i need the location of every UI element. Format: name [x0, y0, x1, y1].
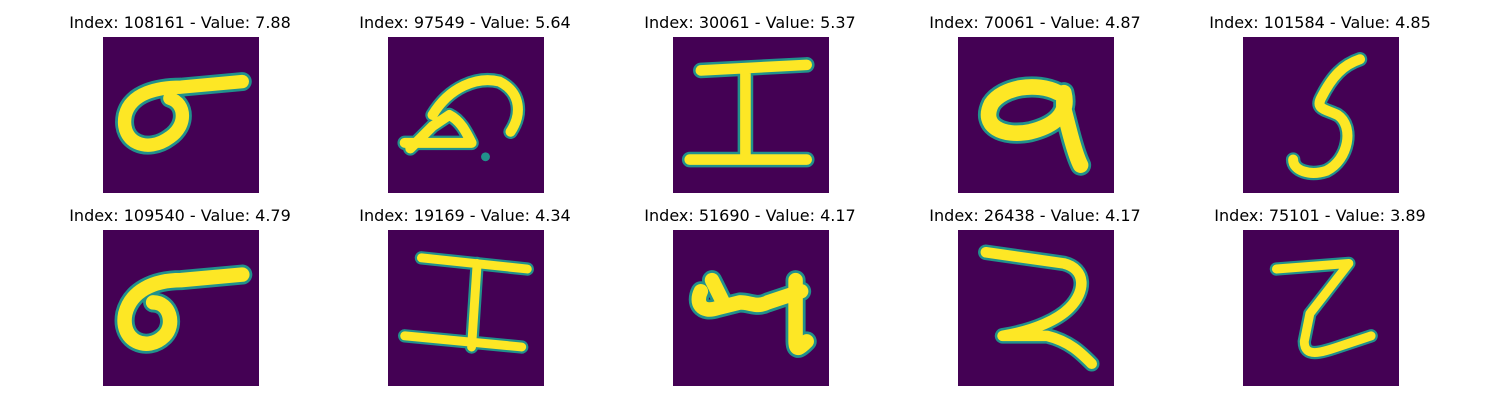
- panel-title: Index: 26438 - Value: 4.17: [895, 206, 1175, 226]
- digit-image: [388, 230, 544, 386]
- panel-title: Index: 30061 - Value: 5.37: [610, 13, 890, 33]
- digit-image: [958, 37, 1114, 193]
- digit-image: [103, 37, 259, 193]
- panel-title: Index: 109540 - Value: 4.79: [40, 206, 320, 226]
- panel-title: Index: 75101 - Value: 3.89: [1180, 206, 1460, 226]
- digit-image: [1243, 230, 1399, 386]
- digit-image: [103, 230, 259, 386]
- panel-title: Index: 97549 - Value: 5.64: [325, 13, 605, 33]
- digit-image: [388, 37, 544, 193]
- panel-title: Index: 51690 - Value: 4.17: [610, 206, 890, 226]
- digit-image: [1243, 37, 1399, 193]
- panel-title: Index: 19169 - Value: 4.34: [325, 206, 605, 226]
- digit-image: [673, 37, 829, 193]
- panel-title: Index: 101584 - Value: 4.85: [1180, 13, 1460, 33]
- digit-image: [673, 230, 829, 386]
- digit-image: [958, 230, 1114, 386]
- panel-title: Index: 108161 - Value: 7.88: [40, 13, 320, 33]
- panel-title: Index: 70061 - Value: 4.87: [895, 13, 1175, 33]
